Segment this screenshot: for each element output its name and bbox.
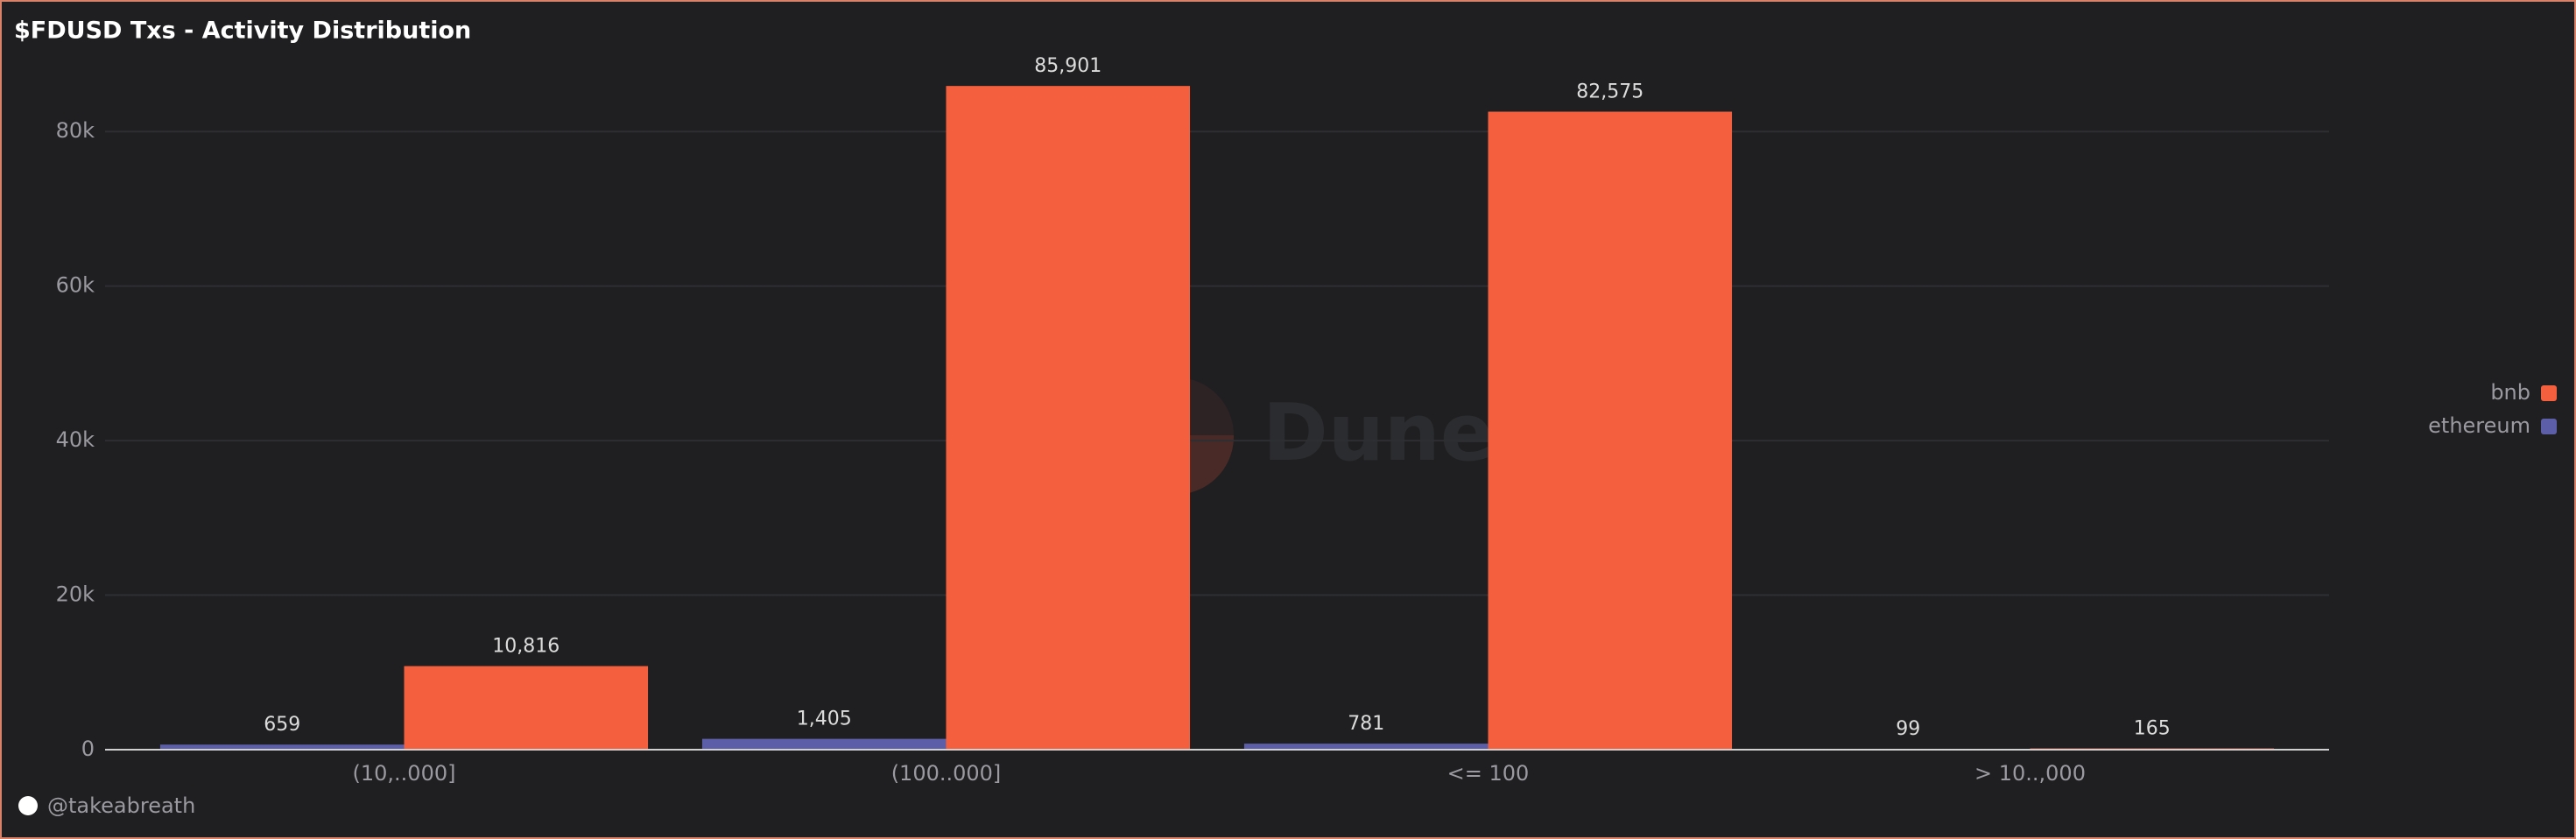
bar xyxy=(701,738,947,750)
bar xyxy=(1243,744,1489,750)
x-tick-label: (100..000] xyxy=(891,761,1002,786)
value-label: 1,405 xyxy=(797,709,852,730)
value-label: 85,901 xyxy=(1034,55,1101,77)
bar xyxy=(159,744,405,750)
x-tick-label: > 10..,000 xyxy=(1974,761,2086,786)
watermark: Dune xyxy=(1263,387,1494,479)
value-label: 165 xyxy=(2134,718,2171,740)
bar xyxy=(1488,111,1733,750)
author: @takeabreath xyxy=(47,793,195,818)
bar xyxy=(946,86,1191,750)
y-tick-label: 20k xyxy=(56,582,95,607)
x-tick-label: <= 100 xyxy=(1447,761,1530,786)
legend-swatch xyxy=(2541,385,2557,401)
value-label: 82,575 xyxy=(1576,81,1643,103)
author-icon xyxy=(18,796,38,815)
y-tick-label: 80k xyxy=(56,118,95,143)
value-label: 781 xyxy=(1348,713,1384,735)
legend-label: bnb xyxy=(2490,380,2530,405)
legend-swatch xyxy=(2541,419,2557,434)
x-tick-label: (10,..000] xyxy=(353,761,456,786)
y-tick-label: 60k xyxy=(56,273,95,298)
bar xyxy=(404,666,649,750)
value-label: 10,816 xyxy=(492,636,560,658)
chart-title: $FDUSD Txs - Activity Distribution xyxy=(14,18,471,45)
y-tick-label: 0 xyxy=(81,737,95,761)
value-label: 99 xyxy=(1896,718,1920,740)
value-label: 659 xyxy=(264,714,300,736)
legend-label: ethereum xyxy=(2428,413,2530,438)
y-tick-label: 40k xyxy=(56,427,95,452)
